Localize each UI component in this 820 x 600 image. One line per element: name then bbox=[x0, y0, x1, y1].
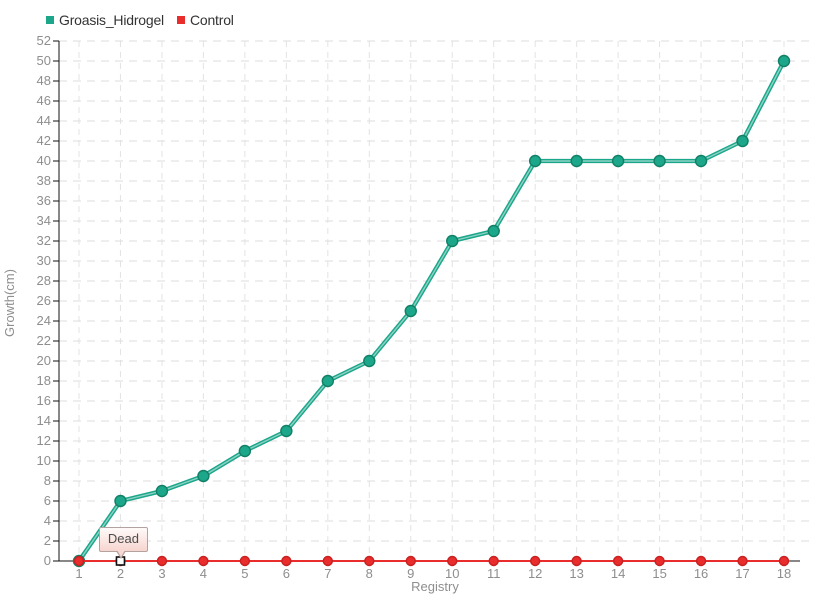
series-layer bbox=[72, 54, 791, 568]
x-tick-label: 17 bbox=[735, 566, 749, 581]
y-tick-label: 6 bbox=[44, 493, 51, 508]
data-point-groasis_hidrogel-15[interactable] bbox=[653, 154, 666, 168]
data-point-groasis_hidrogel-17[interactable] bbox=[736, 134, 749, 148]
x-tick-label: 9 bbox=[407, 566, 414, 581]
data-point-control-10[interactable] bbox=[447, 555, 458, 567]
y-tick-label: 12 bbox=[37, 433, 51, 448]
data-point-control-17[interactable] bbox=[737, 555, 748, 567]
y-tick-label: 2 bbox=[44, 533, 51, 548]
x-tick-label: 13 bbox=[569, 566, 583, 581]
data-point-control-9[interactable] bbox=[405, 555, 416, 567]
data-point-control-16[interactable] bbox=[695, 555, 707, 567]
data-point-control-1[interactable] bbox=[73, 555, 85, 567]
data-point-groasis_hidrogel-12[interactable] bbox=[528, 154, 542, 168]
legend-swatch-icon bbox=[46, 16, 54, 24]
y-tick-label: 50 bbox=[37, 53, 51, 68]
legend-item-control[interactable]: Control bbox=[176, 12, 234, 28]
data-point-groasis_hidrogel-14[interactable] bbox=[611, 154, 625, 168]
legend-label: Control bbox=[189, 12, 234, 28]
y-tick-label: 30 bbox=[37, 253, 51, 268]
y-tick-label: 42 bbox=[37, 133, 51, 148]
y-tick-label: 34 bbox=[37, 213, 51, 228]
x-tick-label: 14 bbox=[611, 566, 625, 581]
y-tick-label: 8 bbox=[44, 473, 51, 488]
data-point-groasis_hidrogel-4[interactable] bbox=[197, 469, 210, 483]
legend-swatch-icon bbox=[176, 16, 185, 24]
data-point-control-3[interactable] bbox=[156, 555, 168, 567]
y-tick-label: 38 bbox=[37, 173, 51, 188]
y-tick-label: 46 bbox=[37, 93, 51, 108]
legend-item-groasis_hidrogel[interactable]: Groasis_Hidrogel bbox=[46, 12, 164, 28]
data-point-control-7[interactable] bbox=[322, 555, 334, 567]
x-tick-label: 8 bbox=[366, 566, 373, 581]
y-tick-label: 26 bbox=[37, 293, 51, 308]
x-tick-label: 15 bbox=[652, 566, 666, 581]
y-tick-label: 28 bbox=[37, 273, 51, 288]
y-tick-label: 14 bbox=[37, 413, 51, 428]
y-tick-label: 44 bbox=[37, 113, 51, 128]
y-tick-label: 32 bbox=[37, 233, 51, 248]
x-tick-label: 12 bbox=[528, 566, 542, 581]
x-tick-label: 2 bbox=[117, 566, 124, 581]
y-tick-label: 48 bbox=[37, 73, 51, 88]
data-point-control-8[interactable] bbox=[364, 555, 375, 567]
data-point-groasis_hidrogel-9[interactable] bbox=[404, 304, 417, 318]
y-tick-label: 16 bbox=[37, 393, 51, 408]
data-point-groasis_hidrogel-13[interactable] bbox=[570, 154, 583, 168]
x-tick-label: 1 bbox=[75, 566, 82, 581]
tooltip-dead: Dead bbox=[98, 527, 148, 559]
y-tick-label: 24 bbox=[37, 313, 51, 328]
x-tick-label: 10 bbox=[445, 566, 459, 581]
y-tick-label: 52 bbox=[37, 33, 51, 48]
y-tick-label: 20 bbox=[37, 353, 51, 368]
data-point-control-5[interactable] bbox=[239, 555, 251, 567]
x-tick-label: 5 bbox=[241, 566, 248, 581]
y-tick-label: 0 bbox=[44, 553, 51, 568]
series-line-groasis_hidrogel bbox=[76, 58, 787, 564]
data-point-groasis_hidrogel-7[interactable] bbox=[321, 374, 335, 388]
x-tick-label: 16 bbox=[694, 566, 708, 581]
data-point-control-14[interactable] bbox=[612, 555, 624, 567]
data-point-groasis_hidrogel-11[interactable] bbox=[487, 224, 500, 238]
gridlines bbox=[59, 40, 812, 561]
y-tick-label: 4 bbox=[44, 513, 51, 528]
legend: Groasis_Hidrogel Control bbox=[46, 12, 234, 28]
x-tick-label: 11 bbox=[487, 566, 501, 581]
data-point-groasis_hidrogel-18[interactable] bbox=[777, 54, 791, 68]
data-point-control-12[interactable] bbox=[529, 555, 541, 567]
data-point-groasis_hidrogel-16[interactable] bbox=[694, 154, 708, 168]
data-point-groasis_hidrogel-5[interactable] bbox=[238, 444, 252, 458]
x-tick-label: 7 bbox=[324, 566, 331, 581]
data-point-groasis_hidrogel-2[interactable] bbox=[114, 494, 127, 508]
y-tick-label: 22 bbox=[37, 333, 51, 348]
data-point-control-11[interactable] bbox=[488, 555, 499, 567]
x-axis-title: Registry bbox=[411, 579, 459, 594]
y-tick-label: 10 bbox=[37, 453, 51, 468]
data-point-control-15[interactable] bbox=[654, 555, 665, 567]
data-point-control-4[interactable] bbox=[198, 555, 209, 567]
y-axis-title: Growth(cm) bbox=[2, 269, 17, 337]
data-point-groasis_hidrogel-10[interactable] bbox=[446, 234, 459, 248]
series-line-highlight bbox=[78, 60, 785, 562]
data-point-groasis_hidrogel-8[interactable] bbox=[363, 354, 376, 368]
x-tick-label: 18 bbox=[777, 566, 791, 581]
data-point-control-18[interactable] bbox=[778, 555, 790, 567]
x-tick-label: 6 bbox=[283, 566, 290, 581]
y-tick-label: 36 bbox=[37, 193, 51, 208]
legend-label: Groasis_Hidrogel bbox=[59, 12, 164, 28]
data-point-control-13[interactable] bbox=[571, 555, 582, 567]
data-point-groasis_hidrogel-6[interactable] bbox=[280, 424, 293, 438]
x-tick-label: 4 bbox=[200, 566, 207, 581]
x-tick-label: 3 bbox=[158, 566, 165, 581]
y-tick-label: 18 bbox=[37, 373, 51, 388]
data-point-groasis_hidrogel-3[interactable] bbox=[155, 484, 169, 498]
axes: 0246810121416182022242628303234363840424… bbox=[37, 33, 800, 581]
data-point-control-6[interactable] bbox=[281, 555, 292, 567]
y-tick-label: 40 bbox=[37, 153, 51, 168]
